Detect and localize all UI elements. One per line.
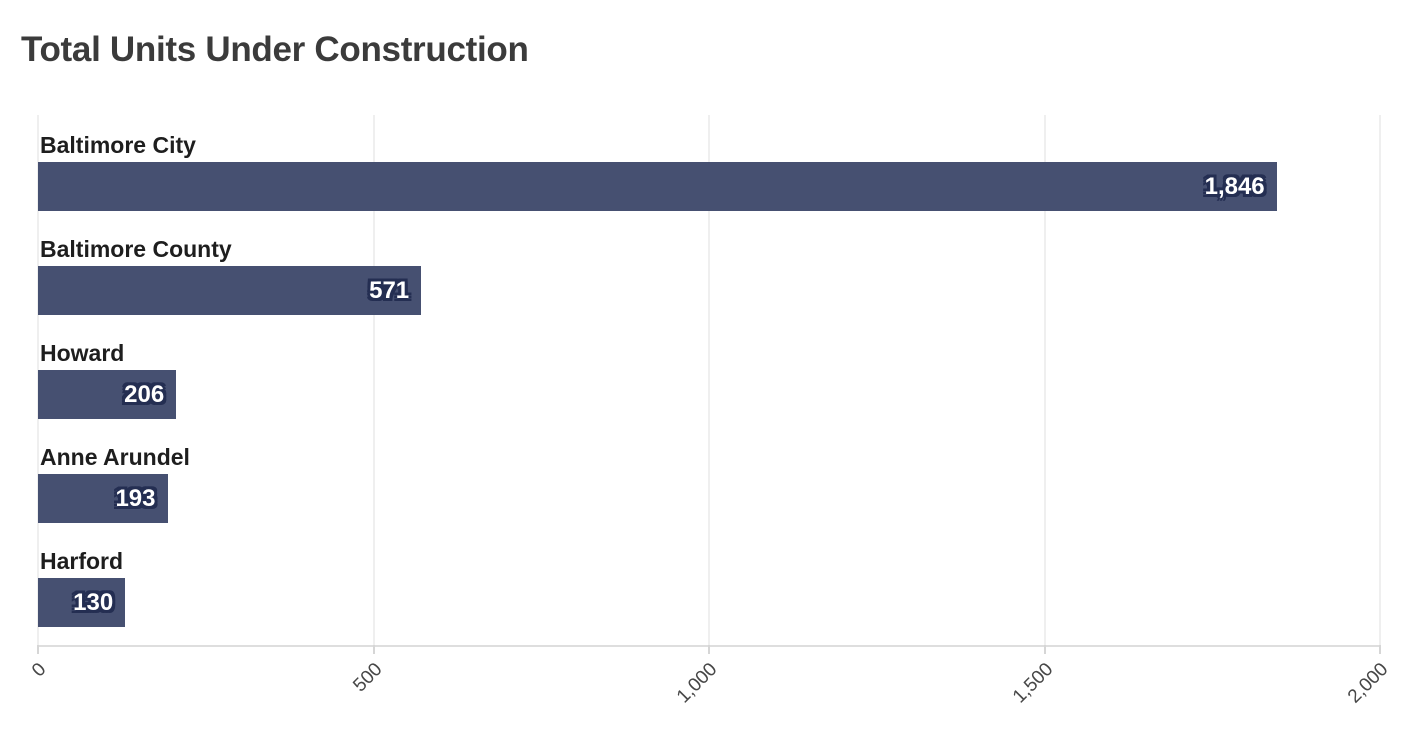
x-tick-label: 500 — [349, 659, 387, 697]
bar-value-label: 206 — [124, 381, 165, 408]
x-axis-tick — [1043, 645, 1046, 654]
bar-row: Anne Arundel 193 — [38, 427, 1380, 531]
bar-value-label: 130 — [73, 589, 114, 616]
chart-title: Total Units Under Construction — [21, 30, 529, 69]
plot-area: Baltimore City 1,846 Baltimore County 571 Ho… — [29, 115, 1393, 707]
bar[interactable]: 206 — [38, 370, 177, 419]
bar-value-label: 193 — [115, 485, 156, 512]
bar-row: Harford 130 — [38, 531, 1380, 635]
bar[interactable]: 1,846 — [38, 162, 1277, 211]
x-axis-tick — [1379, 645, 1381, 654]
bar-row: Baltimore City 1,846 — [38, 115, 1380, 219]
x-tick-label: 2,000 — [1344, 659, 1393, 708]
bar[interactable]: 130 — [38, 578, 126, 627]
x-axis-tick — [708, 645, 710, 654]
x-tick-label: 1,000 — [673, 659, 722, 708]
category-label: Baltimore County — [40, 236, 232, 262]
category-label: Baltimore City — [40, 132, 196, 158]
bar-row: Baltimore County 571 — [38, 219, 1380, 323]
category-label: Howard — [40, 340, 125, 366]
x-axis-tick — [372, 645, 375, 654]
x-axis-tick — [37, 645, 39, 654]
bars-layer: Baltimore City 1,846 Baltimore County 571 Ho… — [38, 115, 1380, 635]
gridline — [1043, 115, 1046, 645]
bar-value-label: 571 — [369, 277, 410, 304]
x-tick-label: 0 — [28, 659, 51, 682]
bar-row: Howard 206 — [38, 323, 1380, 427]
category-label: Anne Arundel — [40, 444, 190, 470]
gridline — [708, 115, 710, 645]
gridline — [372, 115, 375, 645]
bar[interactable]: 571 — [38, 266, 422, 315]
gridline — [1379, 115, 1381, 645]
category-label: Harford — [40, 548, 124, 574]
bar-value-label: 1,846 — [1204, 173, 1265, 200]
bar[interactable]: 193 — [38, 474, 168, 523]
x-tick-label: 1,500 — [1008, 659, 1058, 708]
